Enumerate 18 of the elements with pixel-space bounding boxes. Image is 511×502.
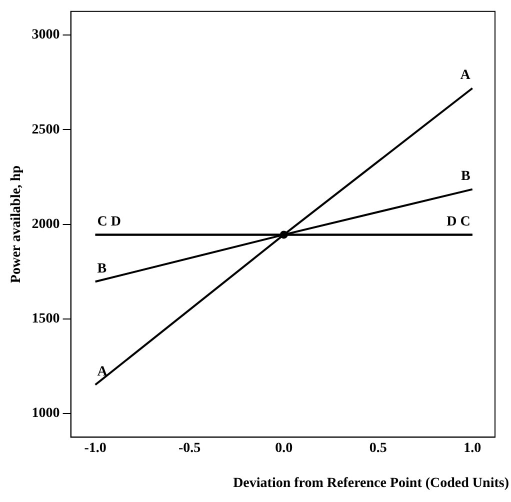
series-label: B — [97, 261, 107, 276]
y-axis-title: Power available, hp — [9, 165, 24, 284]
y-tick-label: 1000 — [32, 406, 60, 422]
y-tick-label: 2000 — [32, 216, 60, 232]
x-tick-label: 1.0 — [464, 441, 482, 456]
y-tick-label: 2500 — [32, 122, 60, 138]
text: A — [460, 68, 470, 83]
x-axis-title: Deviation from Reference Point (Coded Units) — [232, 476, 510, 492]
y-tick-label: 3000 — [32, 28, 60, 43]
x-tick-label: 0.5 — [369, 441, 387, 456]
text: C D — [97, 214, 122, 230]
y-tick-label: 1500 — [32, 312, 60, 327]
text: B — [461, 168, 470, 184]
x-tick-label: 0.0 — [275, 441, 293, 456]
text: D C — [446, 214, 470, 230]
x-tick-label: -1.0 — [84, 441, 106, 456]
x-tick-label: -0.5 — [178, 441, 201, 456]
series-label: A — [97, 364, 108, 380]
